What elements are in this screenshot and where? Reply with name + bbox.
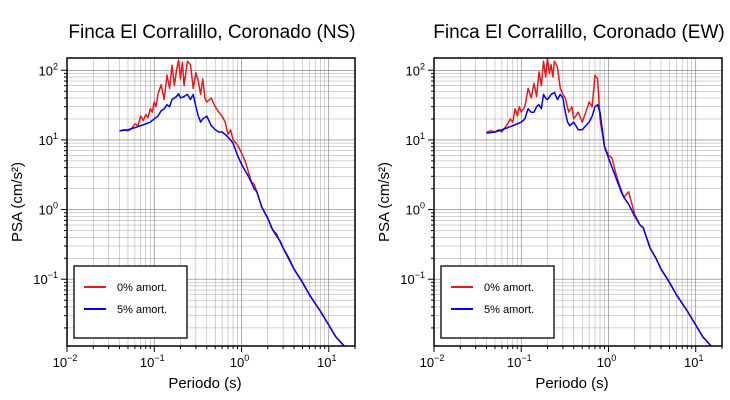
legend-box [73, 265, 188, 339]
legend-label-damped: 5% amort. [117, 304, 167, 316]
chart-title: Finca El Corralillo, Coronado (EW) [433, 22, 724, 43]
x-axis: 10−2 10−1 100 101 [53, 346, 356, 370]
series-line-damped [486, 91, 712, 347]
y-axis-label: PSA (cm/s²) [9, 162, 26, 242]
chart-panel-2: 10−2 10−1 100 101 10−1 100 101 102 Finca El Corr… [376, 22, 725, 392]
x-axis-label: Periodo (s) [535, 375, 608, 392]
chart-panel-1: 10−2 10−1 100 101 10−1 100 101 102 Finca El Corr… [9, 22, 356, 392]
x-tick-label: 100 [230, 353, 249, 370]
y-axis: 10−1 100 101 102 [33, 61, 67, 329]
legend-label-undamped: 0% amort. [484, 282, 534, 294]
y-tick-label: 10−1 [400, 270, 425, 287]
legend-label-damped: 5% amort. [484, 304, 534, 316]
y-tick-label: 102 [406, 61, 425, 78]
legend: 0% amort. 5% amort. [73, 265, 188, 339]
legend: 0% amort. 5% amort. [440, 265, 555, 339]
y-tick-label: 101 [406, 131, 425, 148]
legend-label-undamped: 0% amort. [117, 282, 167, 294]
plot-frame [433, 57, 723, 347]
x-tick-label: 101 [684, 353, 703, 370]
y-axis: 10−1 100 101 102 [400, 61, 434, 329]
y-tick-label: 10−1 [33, 270, 58, 287]
x-tick-label: 10−1 [140, 353, 165, 370]
y-tick-label: 100 [39, 201, 58, 218]
x-tick-label: 10−2 [420, 353, 445, 370]
y-tick-label: 102 [39, 61, 58, 78]
chart-title: Finca El Corralillo, Coronado (NS) [68, 22, 355, 43]
x-tick-label: 100 [597, 353, 616, 370]
x-tick-label: 101 [317, 353, 336, 370]
legend-box [440, 265, 555, 339]
y-tick-label: 100 [406, 201, 425, 218]
y-tick-label: 101 [39, 131, 58, 148]
series-line-damped [119, 93, 345, 347]
x-tick-label: 10−1 [507, 353, 532, 370]
x-axis-label: Periodo (s) [168, 375, 241, 392]
plot-frame [66, 57, 356, 347]
y-axis-label: PSA (cm/s²) [376, 162, 393, 242]
x-tick-label: 10−2 [53, 353, 78, 370]
x-axis: 10−2 10−1 100 101 [420, 346, 723, 370]
